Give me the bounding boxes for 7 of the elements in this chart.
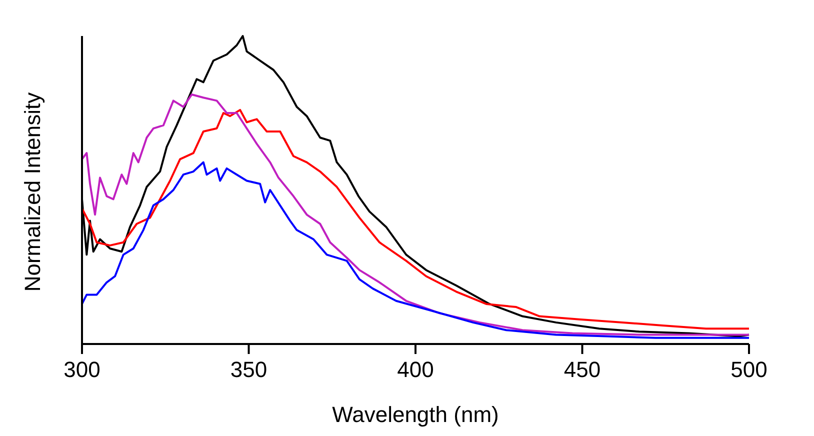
x-tick-label: 350 (230, 357, 268, 382)
x-tick-label: 400 (397, 357, 434, 382)
x-tick-label: 500 (730, 357, 768, 382)
x-axis-title: Wavelength (nm) (332, 402, 499, 427)
x-tick-label: 450 (564, 357, 601, 382)
x-tick-label: 300 (64, 357, 100, 382)
y-axis-title: Normalized Intensity (20, 92, 45, 292)
